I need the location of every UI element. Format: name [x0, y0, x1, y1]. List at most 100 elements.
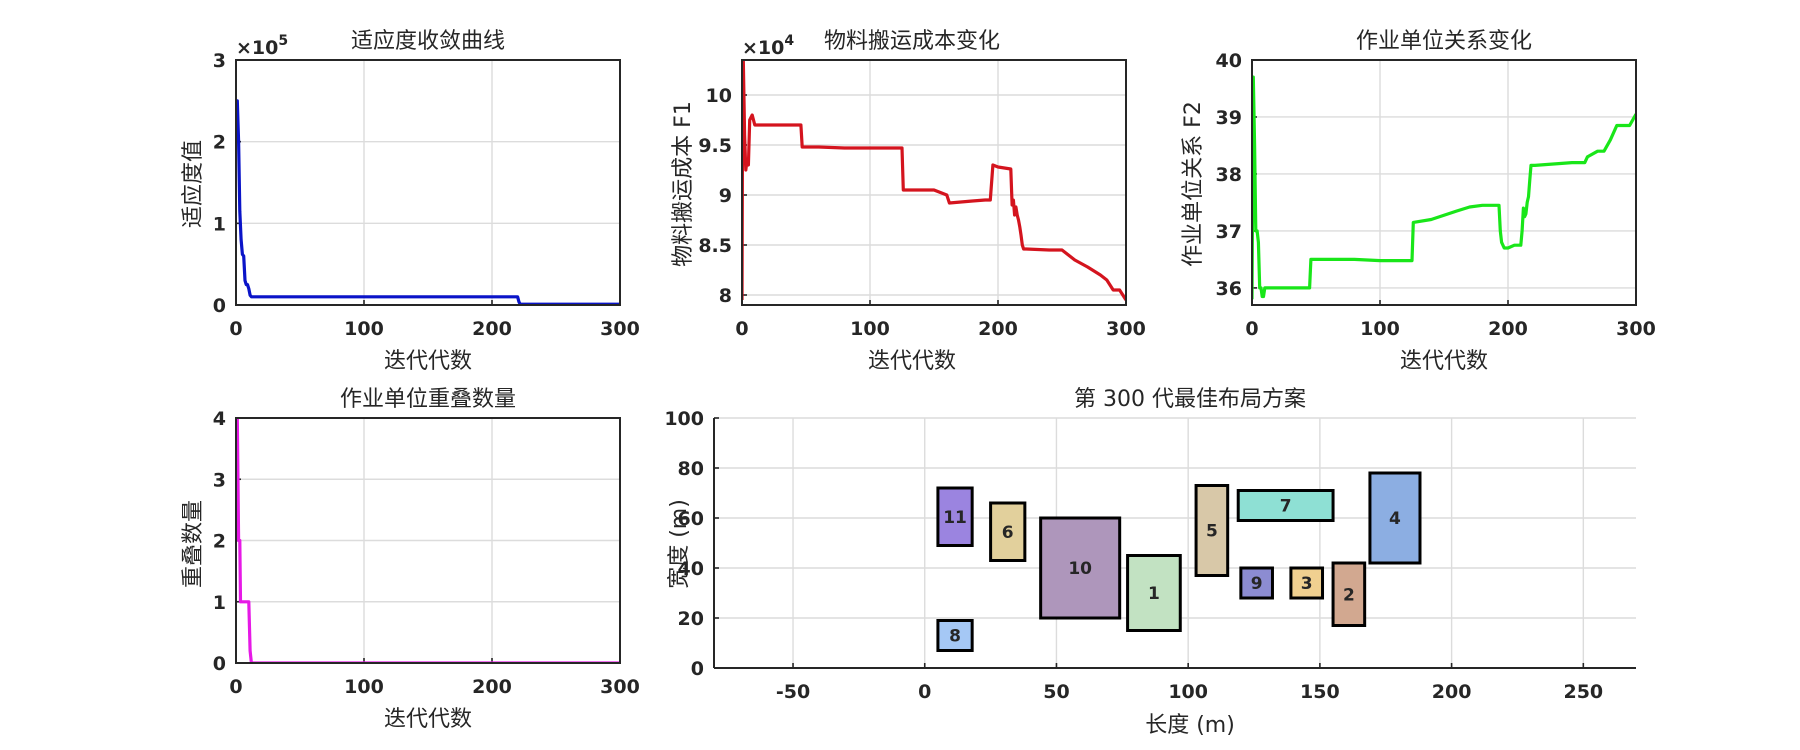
- work-unit-label: 7: [1280, 497, 1292, 517]
- work-unit-rect: [936, 486, 974, 547]
- x-tick-label: 0: [735, 318, 748, 340]
- series-line: [236, 418, 620, 663]
- y-axis-label: 适应度值: [181, 140, 206, 228]
- x-axis-label: 迭代代数: [384, 707, 472, 732]
- y-tick-label: 0: [213, 295, 226, 317]
- chart-title: 适应度收敛曲线: [351, 29, 505, 54]
- x-tick-label: 0: [918, 681, 931, 703]
- chart-title: 作业单位重叠数量: [340, 387, 516, 412]
- x-axis-label: 长度 (m): [1145, 713, 1235, 738]
- x-tick-label: 100: [344, 676, 384, 698]
- tick-labels: 0 100 200 300 0 1 2 3: [213, 50, 640, 340]
- plot-frame: [1251, 59, 1637, 306]
- y-tick-label: 20: [678, 608, 704, 630]
- work-unit-label: 3: [1301, 574, 1313, 594]
- work-unit-rect: [1236, 489, 1335, 522]
- x-tick-label: 200: [472, 676, 512, 698]
- tick-labels: 0 100 200 300 8 8.5 9 9.5 10: [698, 85, 1146, 340]
- y-tick-label: 0: [691, 658, 704, 680]
- y-axis-label: 宽度 (m): [667, 499, 692, 589]
- x-tick-label: 250: [1563, 681, 1603, 703]
- series-line: [236, 99, 620, 305]
- y-axis-label: 重叠数量: [181, 500, 206, 588]
- y-tick-label: 4: [213, 408, 226, 430]
- y-tick-label: 36: [1216, 278, 1242, 300]
- y-tick-label: 9: [719, 185, 732, 207]
- x-axis-label: 迭代代数: [868, 349, 956, 374]
- exponent-base: ×10: [742, 37, 784, 59]
- x-tick-label: 0: [1245, 318, 1258, 340]
- exponent-power: 5: [278, 33, 288, 49]
- tick-labels: -50 0 50 100 150 200 250 0 20 40 60 80 100: [664, 408, 1603, 703]
- x-tick-label: 100: [344, 318, 384, 340]
- y-axis-label: 物料搬运成本 F1: [671, 101, 696, 267]
- x-tick-label: 300: [1616, 318, 1656, 340]
- y-tick-label: 40: [1216, 50, 1242, 72]
- work-units: 11 6 10 1 8 5 7 9 3 2 4: [936, 471, 1422, 652]
- plot-frame: [741, 59, 1127, 306]
- series-line: [1252, 75, 1636, 300]
- exponent-label: ×104: [742, 33, 794, 59]
- exponent-label: ×105: [236, 33, 288, 59]
- material-cost-chart: 物料搬运成本变化 迭代代数 物料搬运成本 F1 ×104 0 100 200 300 8…: [671, 29, 1146, 374]
- y-tick-label: 3: [213, 50, 226, 72]
- chart-title: 第 300 代最佳布局方案: [1074, 387, 1306, 412]
- work-unit-rect: [1126, 554, 1182, 632]
- series-line: [742, 60, 1126, 301]
- y-tick-label: 0: [213, 653, 226, 675]
- x-tick-label: 50: [1043, 681, 1069, 703]
- work-unit-rect: [1039, 516, 1122, 620]
- work-unit-label: 6: [1002, 523, 1014, 543]
- work-unit-rect: [1194, 484, 1230, 577]
- x-axis-label: 迭代代数: [384, 349, 472, 374]
- best-layout-chart: 第 300 代最佳布局方案 长度 (m) 宽度 (m) -50 0 50 100 150…: [664, 387, 1636, 738]
- fitness-convergence-chart: 适应度收敛曲线 迭代代数 适应度值 ×105 0 100 200 300 0 1 2 3: [181, 29, 640, 374]
- work-unit-rect: [1239, 566, 1274, 600]
- x-tick-label: 300: [600, 676, 640, 698]
- chart-title: 物料搬运成本变化: [824, 29, 1000, 54]
- work-unit-label: 9: [1251, 574, 1263, 594]
- chart-title: 作业单位关系变化: [1356, 29, 1532, 54]
- x-tick-label: 200: [1488, 318, 1528, 340]
- y-tick-label: 3: [213, 469, 226, 491]
- y-tick-label: 38: [1216, 164, 1242, 186]
- x-tick-label: 100: [1360, 318, 1400, 340]
- x-tick-label: -50: [776, 681, 810, 703]
- tick-labels: 0 100 200 300 36 37 38 39 40: [1216, 50, 1656, 340]
- y-axis-label: 作业单位关系 F2: [1181, 101, 1206, 267]
- x-tick-label: 300: [1106, 318, 1146, 340]
- work-unit-rect: [989, 501, 1027, 562]
- work-unit-rect: [1331, 561, 1367, 627]
- x-tick-label: 0: [229, 318, 242, 340]
- y-tick-label: 10: [706, 85, 732, 107]
- work-unit-label: 1: [1148, 584, 1160, 604]
- x-axis-label: 迭代代数: [1400, 349, 1488, 374]
- x-tick-label: 0: [229, 676, 242, 698]
- y-tick-label: 100: [664, 408, 704, 430]
- overlap-count-chart: 作业单位重叠数量 迭代代数 重叠数量 0 100 200 300 0 1 2 3 4: [181, 387, 640, 732]
- y-tick-label: 37: [1216, 221, 1242, 243]
- work-unit-rect: [1289, 566, 1325, 600]
- plot-frame: [235, 59, 621, 306]
- x-tick-label: 150: [1300, 681, 1340, 703]
- gridlines: [741, 60, 1127, 305]
- x-tick-label: 200: [472, 318, 512, 340]
- y-tick-label: 80: [678, 458, 704, 480]
- y-tick-label: 39: [1216, 107, 1242, 129]
- x-tick-label: 200: [978, 318, 1018, 340]
- tick-labels: 0 100 200 300 0 1 2 3 4: [213, 408, 640, 698]
- work-unit-label: 11: [943, 508, 967, 528]
- y-tick-label: 9.5: [698, 135, 732, 157]
- x-tick-label: 300: [600, 318, 640, 340]
- y-tick-label: 2: [213, 531, 226, 553]
- work-unit-label: 8: [949, 627, 961, 647]
- x-tick-label: 100: [850, 318, 890, 340]
- y-tick-label: 1: [213, 213, 226, 235]
- plot-frame: [235, 417, 621, 664]
- work-unit-label: 10: [1068, 559, 1092, 579]
- work-unit-label: 2: [1343, 585, 1355, 605]
- gridlines: [235, 59, 621, 306]
- gridlines: [235, 417, 621, 664]
- exponent-base: ×10: [236, 37, 278, 59]
